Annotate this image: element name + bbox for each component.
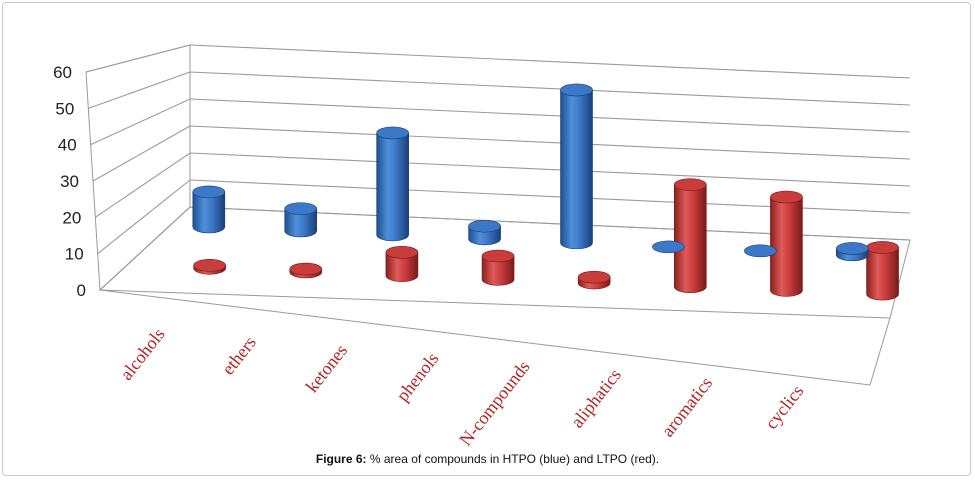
- ltpo-bar-alcohols: [193, 259, 226, 275]
- ltpo-bar-aliphatics-body: [673, 184, 707, 294]
- htpo-bar-ethers-top: [284, 202, 318, 215]
- x-tick-label: ethers: [218, 332, 260, 378]
- ltpo-bar-aliphatics-top: [673, 178, 707, 191]
- ltpo-bar-ethers: [289, 262, 323, 279]
- caption-label: Figure 6:: [315, 452, 367, 466]
- floor-front-edge: [99, 289, 891, 386]
- left-wall: [85, 44, 191, 292]
- ltpo-bar-cyclics-top: [866, 241, 899, 254]
- x-tick-label: alcohols: [116, 324, 169, 384]
- htpo-bar-N-compounds: [560, 83, 593, 250]
- htpo-bar-N-compounds-body: [560, 89, 593, 250]
- htpo-bar-ethers: [284, 202, 318, 238]
- htpo-bar-alcohols-body: [192, 191, 226, 234]
- htpo-bar-aliphatics: [652, 240, 685, 254]
- caption-text: % area of compounds in HTPO (blue) and L…: [369, 452, 660, 466]
- y-tick-label: 30: [60, 172, 79, 191]
- y-tick-label: 20: [62, 208, 81, 227]
- x-tick-label: phenols: [392, 349, 442, 405]
- y-tick-label: 40: [58, 136, 77, 155]
- gridline-40: [90, 98, 911, 146]
- gridline-50: [88, 71, 911, 109]
- x-tick-label: aliphatics: [567, 365, 625, 432]
- htpo-bar-N-compounds-top: [560, 83, 593, 97]
- ltpo-bar-aromatics-top: [770, 190, 803, 204]
- htpo-bar-cyclics: [835, 242, 869, 262]
- htpo-bar-alcohols: [192, 185, 226, 234]
- gridline-10: [97, 179, 911, 255]
- y-tick-label: 50: [55, 99, 74, 118]
- ltpo-bar-aliphatics: [673, 178, 707, 294]
- ltpo-bar-phenols-top: [481, 249, 515, 263]
- y-tick-label: 60: [53, 63, 72, 82]
- ltpo-bar-ethers-top: [289, 262, 323, 276]
- gridline-60: [85, 44, 911, 79]
- ltpo-bar-ketones-top: [385, 246, 419, 259]
- htpo-bar-phenols: [468, 219, 501, 246]
- ltpo-bar-aromatics: [770, 190, 803, 297]
- y-tick-label: 10: [65, 245, 84, 264]
- htpo-bar-aliphatics-top: [652, 240, 685, 254]
- htpo-bar-cyclics-top: [835, 242, 869, 255]
- ltpo-bar-ketones-body: [385, 252, 419, 282]
- gridline-0: [99, 206, 911, 291]
- htpo-bar-ketones: [376, 126, 409, 242]
- htpo-bar-alcohols-top: [192, 185, 226, 199]
- htpo-bar-phenols-top: [468, 219, 501, 233]
- gridline-30: [92, 125, 911, 182]
- ltpo-bar-phenols-body: [481, 255, 515, 286]
- ltpo-bar-N-compounds-top: [577, 270, 611, 284]
- x-tick-label: N-compounds: [455, 357, 534, 450]
- ltpo-bar-N-compounds: [577, 270, 611, 290]
- ltpo-bar-cyclics: [866, 241, 899, 301]
- ltpo-bar-alcohols-top: [193, 259, 226, 272]
- ltpo-bar-aromatics-body: [770, 196, 803, 297]
- ltpo-bar-ketones: [385, 246, 419, 282]
- chart-3d-cylinders: 0 10 20 30 40 50 60 alcohols ethers ketones pheno…: [53, 44, 911, 450]
- gridline-20: [95, 152, 911, 218]
- ltpo-bar-phenols: [481, 249, 515, 286]
- y-tick-label: 0: [77, 281, 86, 300]
- htpo-bar-ethers-body: [284, 208, 318, 238]
- htpo-bar-aromatics: [744, 244, 777, 258]
- ltpo-bar-cyclics-body: [866, 247, 899, 301]
- x-tick-label: cyclics: [761, 381, 808, 433]
- x-tick-label: aromatics: [657, 373, 716, 440]
- htpo-bar-aromatics-top: [744, 244, 777, 258]
- htpo-bar-ketones-top: [376, 126, 409, 140]
- htpo-bar-ketones-body: [376, 132, 409, 242]
- figure-caption: Figure 6: % area of compounds in HTPO (b…: [0, 452, 975, 466]
- x-tick-label: ketones: [302, 340, 352, 396]
